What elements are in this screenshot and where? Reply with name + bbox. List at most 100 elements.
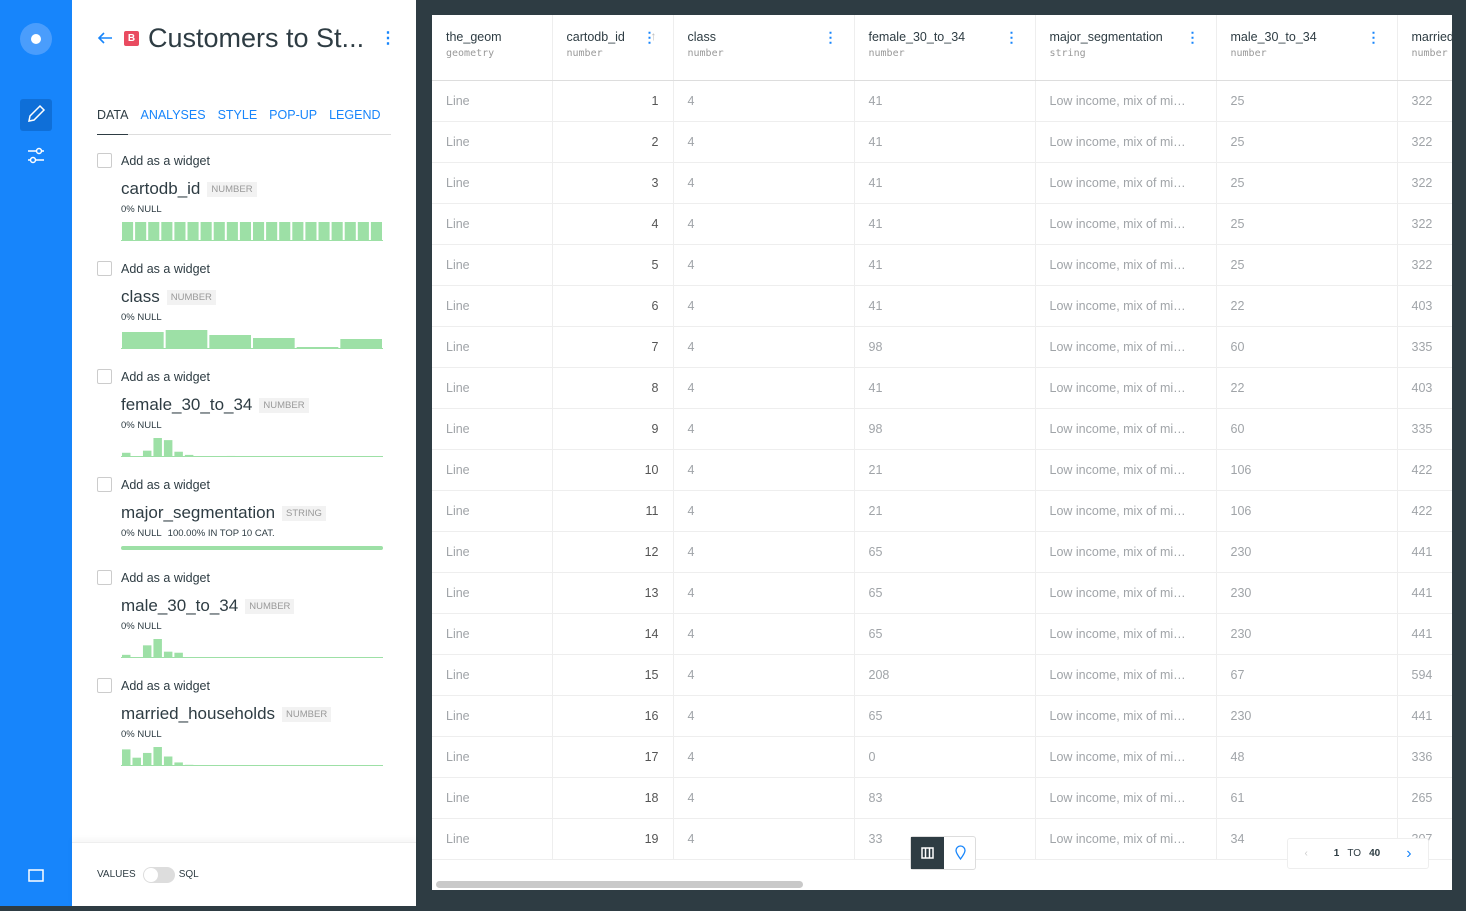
- page-from: 1: [1333, 848, 1340, 859]
- cell: 4: [673, 818, 855, 860]
- column-header[interactable]: male_30_to_34 number ⋮: [1216, 15, 1398, 81]
- checkbox[interactable]: [97, 678, 112, 693]
- cell: 422: [1397, 490, 1452, 532]
- histogram-bar: [226, 222, 238, 241]
- cell: 441: [1397, 531, 1452, 573]
- cell: 21: [854, 490, 1036, 532]
- add-widget-row: Add as a widget: [97, 260, 387, 277]
- tab[interactable]: ANALYSES: [140, 108, 206, 122]
- sort-icon[interactable]: ↑: [650, 29, 657, 43]
- checkbox[interactable]: [97, 261, 112, 276]
- cell: Low income, mix of mi…: [1035, 285, 1217, 327]
- histogram-bar: [153, 438, 162, 457]
- checkbox[interactable]: [97, 153, 112, 168]
- column-header[interactable]: married_householdsnumber: [1397, 15, 1452, 81]
- widget: Add as a widget female_30_to_34 NUMBER 0% N…: [97, 368, 387, 457]
- data-table: the_geom geometry cartodb_id number ↑ ⋮ class n…: [432, 15, 1452, 890]
- cell: Line: [432, 449, 553, 491]
- checkbox[interactable]: [97, 477, 112, 492]
- table-view-button[interactable]: [911, 837, 944, 869]
- cell: Low income, mix of mi…: [1035, 572, 1217, 614]
- histogram-bar: [135, 222, 147, 241]
- values-label: VALUES: [97, 869, 136, 880]
- histogram-bar: [122, 332, 164, 349]
- cell: 422: [1397, 449, 1452, 491]
- tab[interactable]: LEGEND: [329, 108, 381, 122]
- cell: 17: [552, 736, 674, 778]
- row: Line 8 4 41 Low income, mix of mi… 22 403: [432, 367, 1452, 409]
- widget: Add as a widget class NUMBER 0% NULL: [97, 260, 387, 349]
- cell: Line: [432, 531, 553, 573]
- checkbox[interactable]: [97, 570, 112, 585]
- checkbox[interactable]: [97, 369, 112, 384]
- column-header[interactable]: female_30_to_34 number ⋮: [854, 15, 1036, 81]
- feedback-icon[interactable]: [28, 869, 44, 882]
- column-header[interactable]: major_segmentation string ⋮: [1035, 15, 1217, 81]
- cell: 65: [854, 613, 1036, 655]
- stat: 0% NULL: [121, 729, 162, 740]
- next-page[interactable]: ›: [1406, 844, 1412, 862]
- row: Line 18 4 83 Low income, mix of mi… 61 265: [432, 777, 1452, 819]
- cell: 12: [552, 531, 674, 573]
- histogram-bar: [187, 222, 199, 241]
- cell: 60: [1216, 326, 1398, 368]
- histogram-bar: [370, 222, 382, 241]
- prev-page[interactable]: ‹: [1304, 848, 1308, 859]
- tab[interactable]: DATA: [97, 106, 129, 135]
- stat: 0% NULL: [121, 312, 162, 323]
- settings-icon[interactable]: [28, 147, 44, 164]
- histogram-bar: [163, 756, 173, 766]
- cell: 2: [552, 121, 674, 163]
- column-menu[interactable]: ⋮: [642, 29, 657, 45]
- cell: 403: [1397, 285, 1452, 327]
- column-menu[interactable]: ⋮: [1004, 29, 1019, 45]
- histogram-bar: [132, 757, 141, 766]
- options-button[interactable]: ⋮: [380, 30, 396, 47]
- cell: 4: [673, 408, 855, 450]
- sql-toggle[interactable]: [142, 866, 175, 883]
- column-header[interactable]: the_geom geometry: [432, 15, 553, 81]
- cell: 265: [1397, 777, 1452, 819]
- row: Line 7 4 98 Low income, mix of mi… 60 335: [432, 326, 1452, 368]
- column-menu[interactable]: ⋮: [823, 29, 838, 45]
- map-view-button[interactable]: [944, 837, 977, 869]
- cell: 441: [1397, 572, 1452, 614]
- edit-button[interactable]: [20, 99, 52, 131]
- tab[interactable]: STYLE: [217, 108, 258, 122]
- column-name: class: [121, 287, 160, 306]
- column-menu[interactable]: ⋮: [1366, 29, 1381, 45]
- row: Line 5 4 41 Low income, mix of mi… 25 322: [432, 244, 1452, 286]
- scrollbar[interactable]: [436, 881, 803, 888]
- stat: 0% NULL: [121, 621, 162, 632]
- histogram: [121, 546, 383, 550]
- cell: Low income, mix of mi…: [1035, 531, 1217, 573]
- column-stats: 0% NULL: [121, 204, 387, 216]
- back-button[interactable]: [96, 30, 114, 46]
- cell: Low income, mix of mi…: [1035, 490, 1217, 532]
- cell: 83: [854, 777, 1036, 819]
- column-name-row: male_30_to_34 NUMBER: [121, 595, 387, 617]
- add-widget-label: Add as a widget: [121, 477, 210, 492]
- cell: Line: [432, 818, 553, 860]
- tab[interactable]: POP-UP: [269, 108, 318, 122]
- edit-icon: [28, 104, 46, 122]
- stat: 100.00% IN TOP 10 CAT.: [167, 528, 275, 539]
- logo-dot: [31, 34, 41, 44]
- histogram-bar: [122, 222, 134, 241]
- stat: 0% NULL: [121, 528, 162, 539]
- column-header[interactable]: class number ⋮: [673, 15, 855, 81]
- header-row: the_geom geometry cartodb_id number ↑ ⋮ class n…: [432, 15, 1452, 81]
- cell: 335: [1397, 408, 1452, 450]
- column-header[interactable]: cartodb_id number ↑ ⋮: [552, 15, 674, 81]
- cell: Low income, mix of mi…: [1035, 80, 1217, 122]
- widget-list: Add as a widget cartodb_id NUMBER 0% NULL Ad…: [97, 152, 387, 785]
- column-name: female_30_to_34: [868, 30, 966, 44]
- row: Line 14 4 65 Low income, mix of mi… 230 441: [432, 613, 1452, 655]
- cell: 65: [854, 531, 1036, 573]
- row: Line 17 4 0 Low income, mix of mi… 48 336: [432, 736, 1452, 778]
- cell: 322: [1397, 80, 1452, 122]
- cell: Low income, mix of mi…: [1035, 777, 1217, 819]
- histogram-bar: [213, 222, 225, 241]
- column-menu[interactable]: ⋮: [1185, 29, 1200, 45]
- cell: 25: [1216, 80, 1398, 122]
